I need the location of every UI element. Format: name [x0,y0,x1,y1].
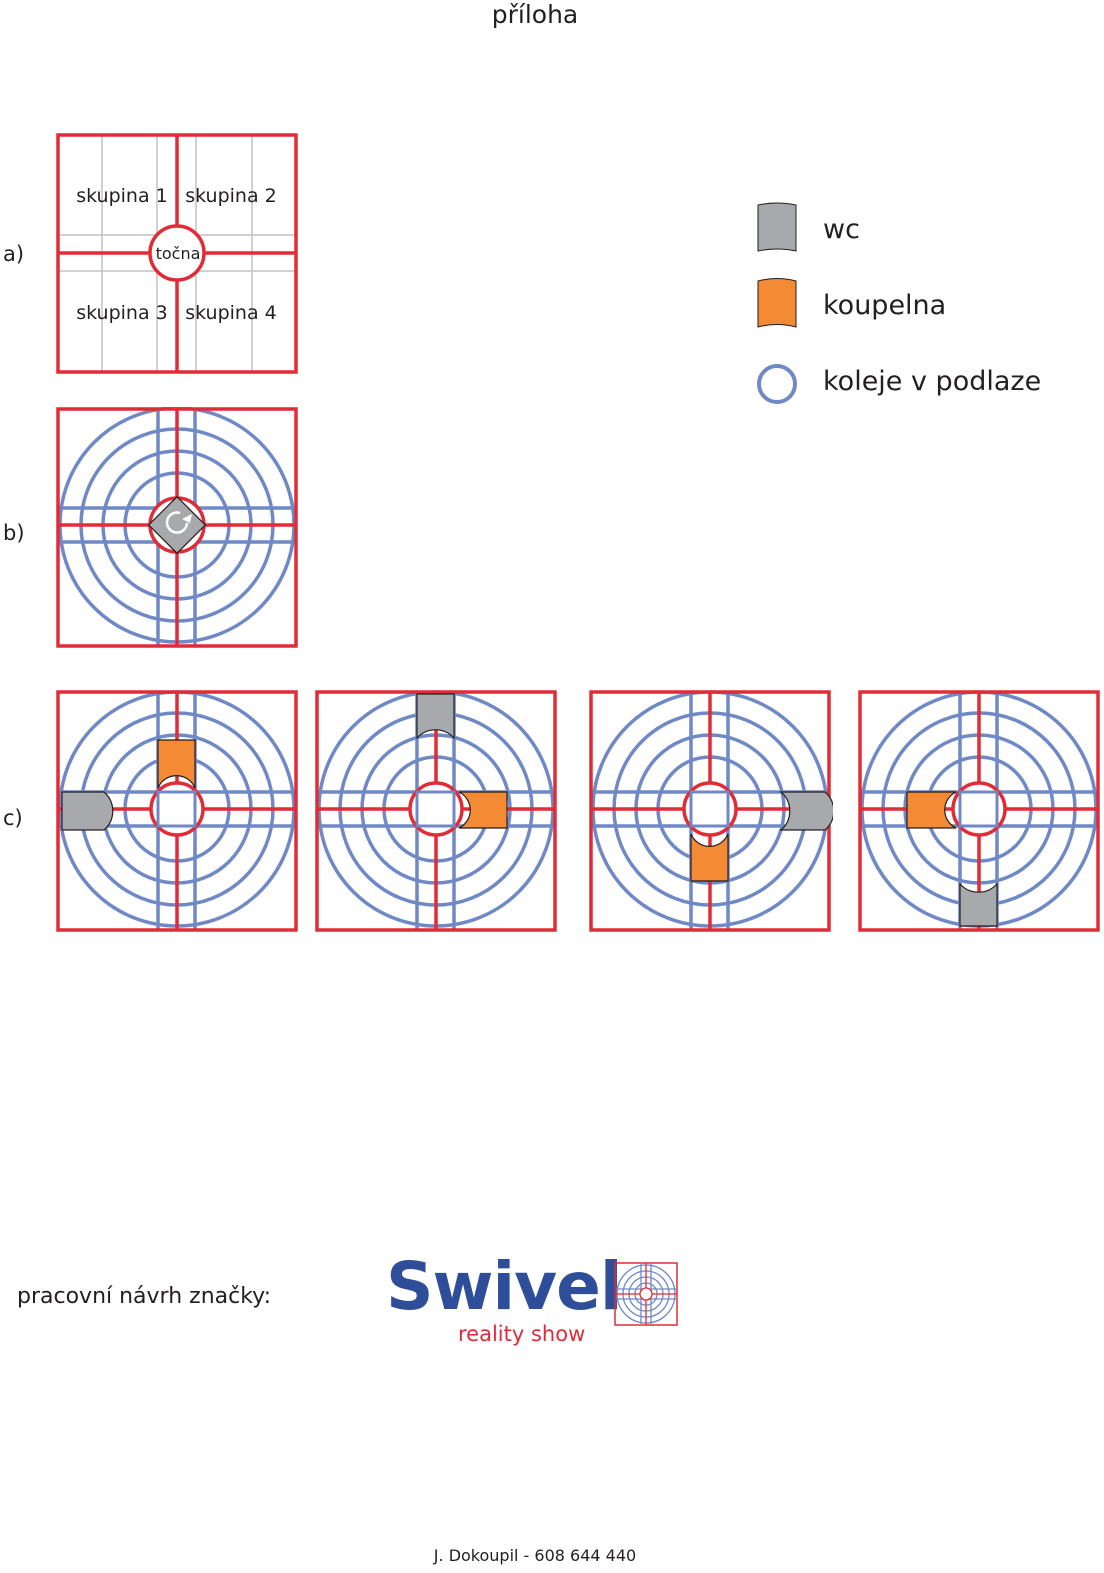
diagram-c-position-2 [315,690,557,932]
diagram-c-position-3 [589,690,833,932]
wc-unit [61,791,114,831]
wc-icon [757,202,797,252]
logo-target-icon [614,1262,678,1326]
turntable-label: točna [156,244,201,263]
bathroom-icon [757,278,797,328]
diagram-c-position-4 [858,690,1100,932]
row-label-c: c) [3,806,23,830]
group-4-label: skupina 4 [185,302,277,324]
legend-rails-label: koleje v podlaze [823,366,1042,397]
group-1-label: skupina 1 [76,185,168,207]
wc-unit [416,693,455,740]
group-3-label: skupina 3 [76,302,168,324]
turntable-circle [148,224,206,282]
bathroom-unit [690,833,729,882]
page-title: příloha [491,0,579,29]
bathroom-unit [157,739,196,789]
legend-icons [757,202,797,404]
turntable-unit [147,495,207,555]
rotate-arrow-head-icon [182,514,192,523]
ring-icon [757,364,797,404]
bathroom-unit [906,791,957,829]
row-label-b: b) [3,521,25,545]
wc-unit [959,882,998,927]
diagram-c-position-1 [56,690,298,932]
diagram-b-rails [56,407,298,648]
logo-wordmark: Swivel [386,1248,623,1325]
row-label-a: a) [3,242,25,266]
author-contact: J. Dokoupil - 608 644 440 [433,1546,637,1565]
rotate-arrow-icon [165,511,189,534]
logo-proposal-label: pracovní návrh značky: [17,1284,272,1309]
logo-tagline: reality show [458,1322,586,1346]
group-2-label: skupina 2 [185,185,277,207]
legend-wc-label: wc [823,214,860,245]
diagram-a-layout: skupina 1 skupina 2 skupina 3 skupina 4 … [56,133,298,374]
legend-bathroom-label: koupelna [823,290,947,321]
wc-unit [779,791,833,831]
bathroom-unit [458,791,508,829]
